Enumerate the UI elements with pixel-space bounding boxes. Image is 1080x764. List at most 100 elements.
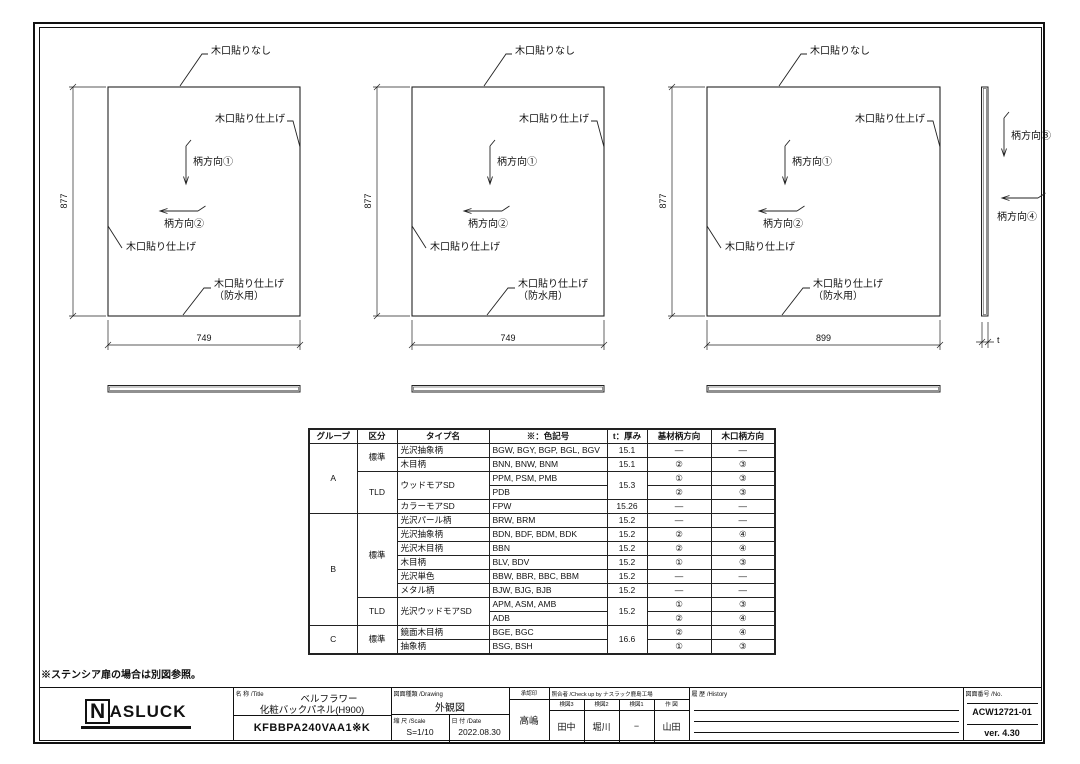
spec-cell: 標準 (356, 625, 398, 655)
spec-cell: ① (646, 555, 712, 570)
spec-cell: BGW, BGY, BGP, BGL, BGV (488, 443, 608, 458)
panel-3-bottom-leader (781, 287, 810, 316)
side-view-vertical-grain-arrow (1001, 111, 1010, 158)
spec-cell: BSG, BSH (488, 639, 608, 655)
panel-2-edge-bar (411, 385, 605, 393)
spec-cell: C (308, 625, 358, 655)
checkup-col-1-value: − (633, 721, 640, 732)
spec-cell: ① (646, 597, 712, 612)
checkup-col-2-value: 堀川 (592, 721, 611, 732)
spec-cell: 光沢抽象柄 (396, 527, 490, 542)
panel-2-outline (411, 86, 605, 317)
spec-cell: カラーモアSD (396, 499, 490, 514)
sheet-outer-border (33, 22, 1045, 744)
spec-cell: — (646, 499, 712, 514)
panel-2-bottom-leader (486, 287, 515, 316)
spec-cell: 15.2 (606, 555, 648, 570)
panel-2-height-dimension (373, 83, 410, 320)
spec-cell: — (710, 583, 776, 598)
checkup-col-2: 検図2 堀川 (584, 700, 620, 742)
checkup-label: 照合者 /Check up by ナスラック鹿島工場 (549, 688, 689, 700)
spec-cell: TLD (356, 597, 398, 626)
date-value: 2022.08.30 (458, 727, 501, 737)
spec-cell: 15.2 (606, 541, 648, 556)
date-cell: 日 付 /Date 2022.08.30 (450, 715, 510, 742)
spec-cell: ④ (710, 611, 776, 626)
spec-cell: ③ (710, 555, 776, 570)
panel-1-height-dimension (69, 83, 106, 320)
date-label: 日 付 /Date (451, 719, 482, 725)
panel-1-grain-direction-2-label: 柄方向② (164, 219, 204, 230)
panel-1-outline (107, 86, 301, 317)
panel-2-top-leader (483, 53, 512, 87)
spec-cell: — (710, 513, 776, 528)
checkup-col-draft-label: 作 図 (654, 700, 689, 711)
spec-cell: 15.2 (606, 583, 648, 598)
spec-cell: ④ (710, 625, 776, 640)
spec-row: カラーモアSD FPW 15.26— — (309, 499, 776, 514)
side-view-and-edge-bars (107, 86, 989, 393)
spec-cell: 15.1 (606, 457, 648, 472)
name-cell: 名 称 /Title ベルフラワー 化粧バックパネル(H900) KFBBPA2… (232, 688, 391, 741)
checkup-col-3-label: 検図3 (549, 700, 584, 711)
spec-cell: 標準 (356, 513, 398, 598)
panel-3-left-edge-label: 木口貼り仕上げ (725, 242, 795, 253)
panel-1-edge-bar (107, 385, 301, 393)
spec-cell: B (308, 513, 358, 626)
logo-text: ASLUCK (109, 702, 187, 722)
checkup-col-3-value: 田中 (557, 721, 576, 732)
panel-1-top-edge-label: 木口貼りなし (211, 46, 271, 57)
number-rule (966, 724, 1038, 725)
panel-2-width-value: 749 (500, 333, 516, 343)
spec-row: メタル柄 BJW, BJG, BJB 15.2— — (309, 583, 776, 598)
side-view-outline (981, 86, 989, 317)
spec-cell: 光沢抽象柄 (396, 443, 490, 458)
panel-1-bottom-edge-note: （防水用） (214, 291, 264, 302)
spec-cell: 15.1 (606, 443, 648, 458)
logo-initial: N (85, 699, 110, 725)
spec-cell: — (710, 499, 776, 514)
panel-3-height-dimension (668, 83, 705, 320)
spec-cell: ② (646, 625, 712, 640)
grain-direction-arrows (158, 111, 1046, 214)
panel-1-right-leader (287, 120, 301, 148)
spec-cell: ① (646, 471, 712, 486)
spec-cell: ウッドモアSD (396, 471, 490, 500)
panel-2-vertical-grain-arrow (487, 139, 496, 186)
panel-2-left-edge-label: 木口貼り仕上げ (430, 242, 500, 253)
spec-header-cell: ※：色記号 (488, 428, 608, 444)
spec-cell: メタル柄 (396, 583, 490, 598)
spec-row: 抽象柄 BSG, BSH ① ③ (309, 639, 776, 655)
spec-cell: 15.2 (606, 597, 648, 626)
side-view-horizontal-grain-arrow (1000, 192, 1046, 201)
checkup-col-draft: 作 図 山田 (654, 700, 689, 742)
spec-cell: ② (646, 611, 712, 626)
panel-3-height-value: 877 (658, 193, 668, 209)
spec-cell: 15.2 (606, 513, 648, 528)
thickness-value: t (997, 335, 1000, 345)
drawing-type-area: 図面種類 /Drawing 外観図 (391, 688, 509, 715)
spec-row: A 標準 光沢抽象柄 BGW, BGY, BGP, BGL, BGV 15.1— — (308, 443, 776, 514)
scale-cell: 縮 尺 /Scale S=1/10 (392, 715, 450, 742)
sheet-inner-border (38, 27, 1042, 741)
history-label: 履 歴 /History (691, 692, 728, 698)
spec-cell: 抽象柄 (396, 639, 490, 655)
checkup-col-2-label: 検図2 (584, 700, 619, 711)
spec-row: 光沢単色 BBW, BBR, BBC, BBM 15.2— — (309, 569, 776, 584)
spec-cell: — (646, 569, 712, 584)
spec-header-cell: t：厚み (606, 428, 648, 444)
spec-row: TLD ウッドモアSD PPM, PSM, PMB 15.3 ① ③ (309, 471, 776, 514)
product-name-line1: ベルフラワー (300, 694, 358, 705)
panel-2-bottom-edge-note: （防水用） (518, 291, 568, 302)
drawing-version: ver. 4.30 (984, 728, 1020, 738)
spec-cell: — (710, 443, 776, 458)
spec-cell: — (646, 513, 712, 528)
panel-3-bottom-edge-label: 木口貼り仕上げ (813, 279, 883, 290)
panel-1-horizontal-grain-arrow (158, 205, 206, 214)
drawing-number-cell: 図面番号 /No. ACW12721-01 ver. 4.30 (962, 688, 1041, 741)
product-name-line2: 化粧バックパネル(H900) (259, 705, 365, 716)
spec-header-cell: 区分 (356, 428, 398, 444)
dimension-lines (69, 83, 994, 350)
history-rule (693, 732, 959, 733)
